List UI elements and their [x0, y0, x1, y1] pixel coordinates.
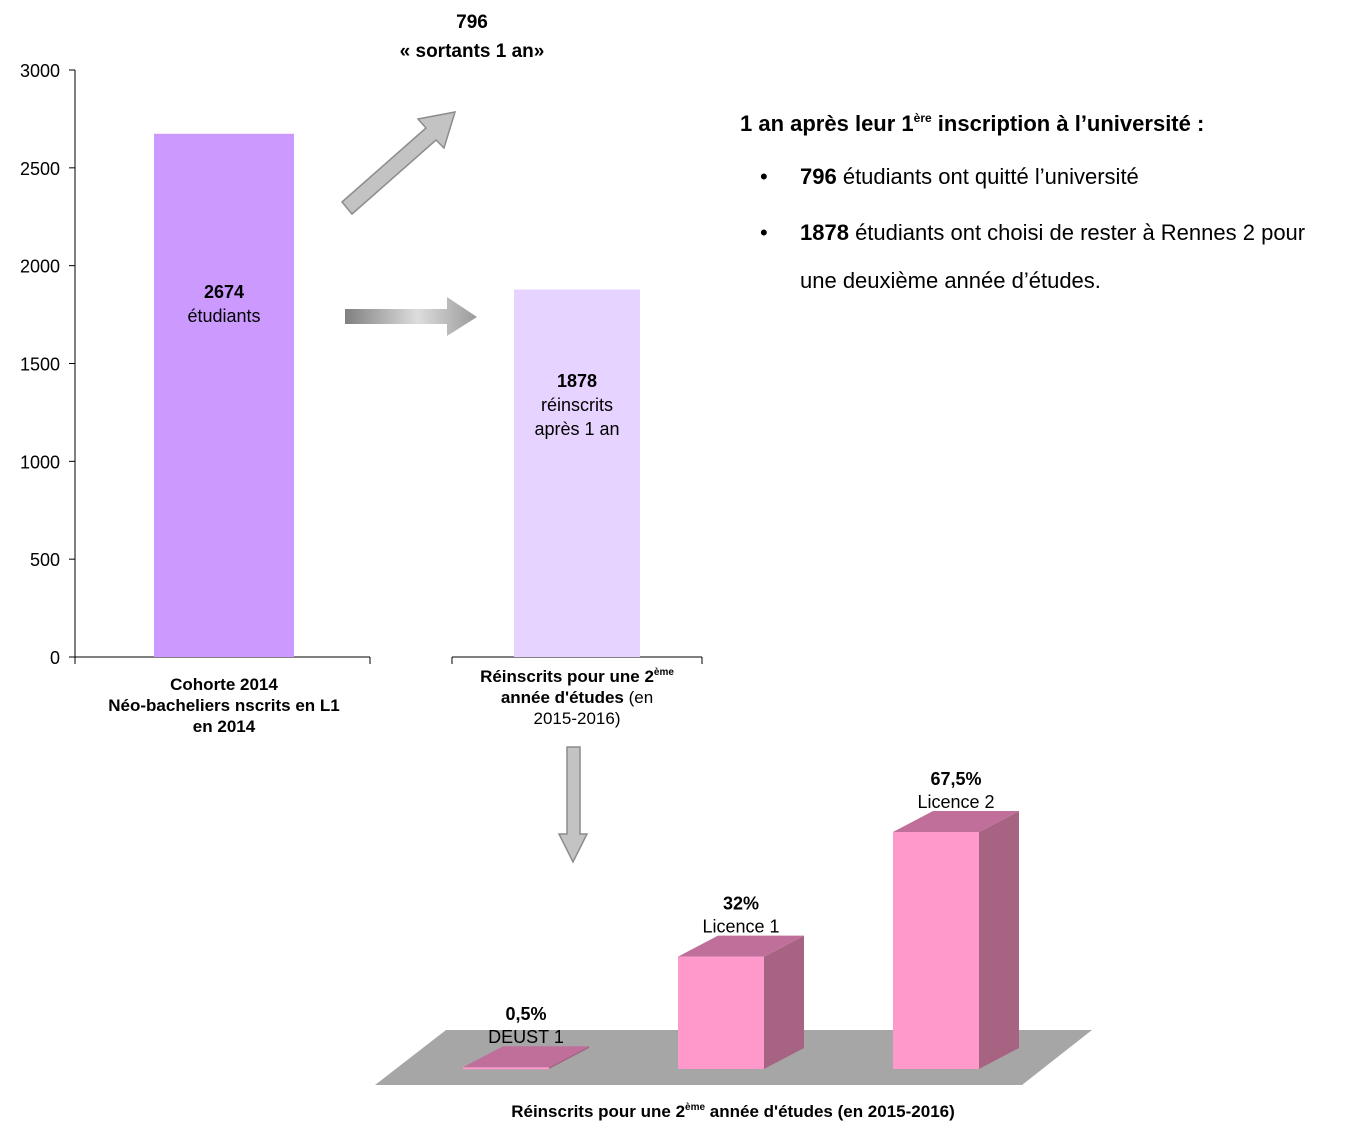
annotation-value: 796 — [456, 12, 488, 33]
y-tick-label: 2000 — [20, 257, 60, 277]
x-category-label: année d'études (en — [501, 688, 653, 707]
data-label-text: réinscrits — [541, 395, 613, 415]
x-category-label-part: 2015-2016) — [534, 709, 621, 728]
bar3d-value-label: 67,5% — [930, 769, 981, 789]
cohort-labels: 2674 étudiants 1878 réinscrits après 1 an Coh… — [108, 12, 674, 736]
bar3d-top-deust-1 — [463, 1046, 589, 1068]
x-category-label-part: Cohorte 2014 — [170, 675, 278, 694]
arrow-right-icon — [345, 297, 477, 336]
flow-arrows — [340, 111, 589, 864]
x-category-label-part: en 2014 — [193, 717, 256, 736]
arrow-up-right-icon — [340, 111, 457, 216]
reinscription-level-chart: 0,5% DEUST 1 32% Licence 1 67,5% Licence 2 Réi… — [375, 769, 1092, 1121]
bar3d-front-licence-1 — [678, 956, 764, 1069]
bullet-icon: • — [760, 163, 768, 189]
y-tick-label: 1000 — [20, 452, 60, 472]
x-category-label: 2015-2016) — [534, 709, 621, 728]
y-tick-label: 0 — [50, 648, 60, 668]
chart-title-part: année d'études (en 2015-2016) — [705, 1102, 955, 1121]
bullet-icon: • — [760, 219, 768, 245]
bar3d-top-licence-2 — [893, 811, 1019, 832]
y-tick-label: 3000 — [20, 61, 60, 81]
annotation-text: « sortants 1 an» — [400, 41, 545, 62]
summary-list: • 796 étudiants ont quitté l’université •… — [740, 153, 1340, 305]
bar3d-side-licence-2 — [979, 811, 1019, 1069]
bar3d-value-label: 0,5% — [505, 1004, 546, 1024]
bar-reinscrits — [514, 289, 640, 657]
x-category-label: Néo-bacheliers nscrits en L1 — [108, 696, 339, 715]
summary-title: 1 an après leur 1ère inscription à l’uni… — [740, 111, 1205, 136]
summary-item-stayed: • 1878 étudiants ont choisi de rester à R… — [740, 209, 1340, 305]
data-label-value: 1878 — [557, 371, 597, 391]
data-label-text: après 1 an — [534, 419, 619, 439]
bar3d-side-deust-1 — [549, 1046, 589, 1069]
x-category-label: Cohorte 2014 — [170, 675, 278, 694]
y-tick-label: 2500 — [20, 159, 60, 179]
chart-title-sup: ème — [685, 1102, 705, 1113]
summary-item-left: • 796 étudiants ont quitté l’université — [740, 153, 1340, 201]
x-category-label: Réinscrits pour une 2ème — [480, 667, 674, 686]
bar3d-front-deust-1 — [463, 1067, 549, 1070]
cohort-bars — [154, 133, 640, 657]
x-category-label-part: (en — [624, 688, 653, 707]
x-category-label: en 2014 — [193, 717, 256, 736]
bar3d-top-licence-1 — [678, 935, 804, 957]
x-category-label-part: Néo-bacheliers nscrits en L1 — [108, 696, 339, 715]
x-category-label-part: année d'études — [501, 688, 624, 707]
x-category-label-sup: ème — [654, 667, 674, 678]
summary-panel: 1 an après leur 1ère inscription à l’uni… — [740, 110, 1340, 313]
bar3d-category-label: Licence 2 — [917, 792, 994, 812]
x-category-label-part: Réinscrits pour une 2 — [480, 667, 654, 686]
y-tick-label: 1500 — [20, 355, 60, 375]
cohort-chart-axes: 0 500 1000 1500 2000 2500 3000 — [20, 61, 703, 668]
data-label-text: étudiants — [187, 306, 260, 326]
bar3d-front-licence-2 — [893, 832, 979, 1069]
y-tick-label: 500 — [30, 550, 60, 570]
arrow-down-icon — [557, 746, 589, 864]
chart-title: Réinscrits pour une 2ème année d'études … — [511, 1102, 955, 1121]
bar3d-value-label: 32% — [723, 894, 759, 914]
bar3d-side-licence-1 — [764, 935, 804, 1069]
chart-title-part: Réinscrits pour une 2 — [511, 1102, 685, 1121]
data-label-value: 2674 — [204, 282, 244, 302]
bar-cohorte-2014 — [154, 133, 294, 657]
bar3d-category-label: DEUST 1 — [488, 1027, 564, 1047]
bar3d-category-label: Licence 1 — [702, 917, 779, 937]
